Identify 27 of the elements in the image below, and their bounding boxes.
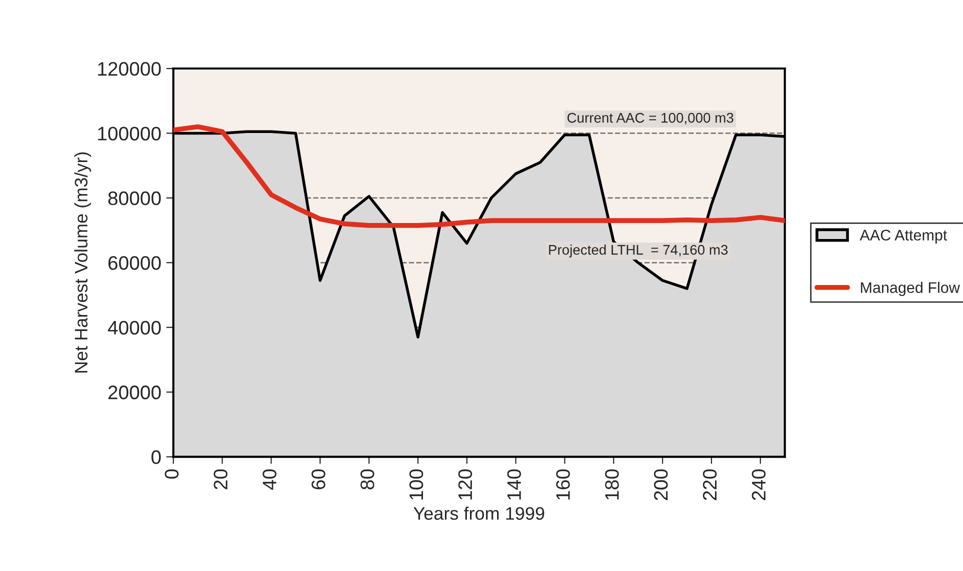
annotation: Projected LTHL = 74,160 m3 (549, 244, 728, 258)
legend-label: AAC Attempt (860, 230, 948, 244)
annotation: Current AAC = 100,000 m3 (567, 112, 734, 124)
x-tick-label: 180 (605, 469, 619, 500)
y-tick-label: 120000 (98, 62, 161, 76)
x-tick-label: 140 (507, 469, 521, 500)
x-tick-label: 40 (262, 469, 276, 490)
x-tick-label: 20 (214, 469, 228, 490)
x-tick-label: 80 (360, 469, 374, 490)
x-tick-label: 220 (702, 469, 717, 500)
y-tick-label: 80000 (108, 191, 161, 206)
y-tick-label: 0 (151, 450, 161, 464)
x-axis-title: Years from 1999 (414, 506, 544, 520)
x-tick-label: 160 (556, 469, 570, 500)
x-tick-label: 100 (409, 469, 424, 500)
x-tick-label: 0 (164, 469, 179, 479)
y-tick-label: 60000 (108, 256, 161, 270)
x-tick-label: 60 (312, 469, 326, 490)
y-tick-label: 40000 (108, 320, 161, 335)
y-tick-label: 20000 (108, 386, 161, 400)
y-axis-title: Net Harvest Volume (m3/yr) (74, 152, 92, 373)
y-tick-label: 100000 (98, 126, 161, 140)
legend-label: Managed Flow (860, 282, 960, 296)
x-tick-label: 240 (752, 469, 766, 500)
x-tick-label: 200 (654, 469, 668, 500)
line-series (173, 124, 785, 228)
x-tick-label: 120 (458, 469, 472, 500)
